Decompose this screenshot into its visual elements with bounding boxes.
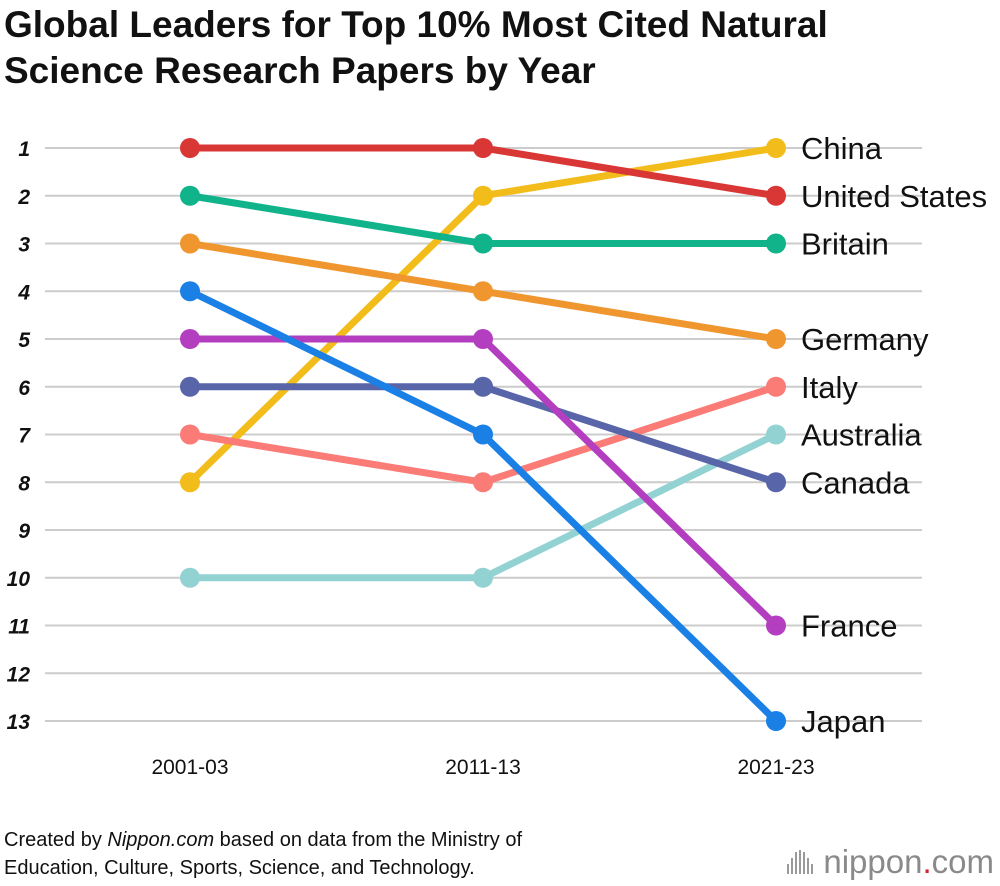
logo-brand: nippon bbox=[823, 843, 923, 880]
series-label-germany: Germany bbox=[801, 322, 929, 357]
data-point-france bbox=[766, 615, 786, 636]
data-point-britain bbox=[473, 233, 493, 254]
data-point-united-states bbox=[473, 138, 493, 158]
chart-title-line-1: Global Leaders for Top 10% Most Cited Na… bbox=[4, 4, 828, 45]
data-point-japan bbox=[180, 281, 200, 302]
data-point-italy bbox=[473, 472, 493, 493]
y-tick-label: 4 bbox=[17, 281, 30, 304]
y-tick-label: 7 bbox=[18, 425, 31, 448]
y-tick-label: 12 bbox=[7, 663, 31, 686]
series-label-japan: Japan bbox=[801, 704, 885, 739]
series-label-france: France bbox=[801, 609, 897, 644]
data-point-germany bbox=[766, 329, 786, 349]
series-label-britain: Britain bbox=[801, 227, 889, 262]
series-line-japan bbox=[186, 287, 780, 725]
chart-title: Global Leaders for Top 10% Most Cited Na… bbox=[4, 2, 994, 94]
y-tick-label: 5 bbox=[18, 329, 30, 352]
source-suffix: based on data from the Ministry of bbox=[214, 829, 523, 851]
series-labels: China United States Britain Germany Italy Aus… bbox=[801, 131, 987, 739]
source-prefix: Created by bbox=[4, 829, 108, 851]
data-point-china bbox=[766, 138, 786, 158]
y-tick-label: 9 bbox=[18, 520, 30, 543]
data-point-germany bbox=[473, 281, 493, 302]
nippon-logo: nippon. com bbox=[787, 843, 994, 881]
y-tick-label: 1 bbox=[18, 138, 30, 161]
logo-tld: com bbox=[931, 843, 994, 880]
chart-title-line-2: Science Research Papers by Year bbox=[4, 50, 596, 91]
series-label-canada: Canada bbox=[801, 465, 910, 500]
y-tick-label: 6 bbox=[18, 377, 30, 400]
y-tick-label: 13 bbox=[7, 711, 31, 734]
series-label-china: China bbox=[801, 131, 883, 166]
data-point-japan bbox=[473, 424, 493, 445]
y-tick-label: 10 bbox=[7, 568, 31, 591]
data-point-canada bbox=[180, 376, 200, 397]
data-point-france bbox=[473, 329, 493, 349]
y-tick-label: 2 bbox=[17, 186, 30, 209]
source-note: Created by Nippon.com based on data from… bbox=[4, 826, 522, 882]
data-point-united-states bbox=[180, 138, 200, 158]
data-point-italy bbox=[766, 376, 786, 397]
series-label-united-states: United States bbox=[801, 179, 987, 214]
data-point-australia bbox=[180, 567, 200, 588]
data-point-britain bbox=[180, 185, 200, 206]
data-point-japan bbox=[766, 711, 786, 731]
y-tick-label: 8 bbox=[18, 472, 30, 495]
data-point-australia bbox=[766, 424, 786, 445]
data-point-britain bbox=[766, 233, 786, 254]
data-point-france bbox=[180, 329, 200, 349]
data-point-united-states bbox=[766, 185, 786, 206]
x-axis-tick-labels: 2001-03 2011-13 2021-23 bbox=[151, 756, 814, 779]
data-point-canada bbox=[766, 472, 786, 493]
data-point-italy bbox=[180, 424, 200, 445]
data-point-germany bbox=[180, 233, 200, 254]
x-tick-label: 2001-03 bbox=[151, 756, 228, 779]
x-tick-label: 2021-23 bbox=[737, 756, 814, 779]
data-point-china bbox=[180, 472, 200, 493]
y-tick-label: 11 bbox=[8, 616, 30, 639]
data-point-australia bbox=[473, 567, 493, 588]
series-points bbox=[180, 138, 786, 731]
series-label-australia: Australia bbox=[801, 418, 922, 453]
data-point-canada bbox=[473, 376, 493, 397]
logo-dot: . bbox=[922, 843, 932, 880]
data-point-china bbox=[473, 185, 493, 206]
source-note-line-1: Created by Nippon.com based on data from… bbox=[4, 826, 522, 854]
source-note-line-2: Education, Culture, Sports, Science, and… bbox=[4, 857, 475, 879]
source-site: Nippon.com bbox=[107, 829, 215, 851]
x-tick-label: 2011-13 bbox=[445, 756, 521, 779]
y-tick-label: 3 bbox=[18, 234, 30, 257]
series-label-italy: Italy bbox=[801, 370, 858, 405]
logo-bars-icon bbox=[787, 850, 815, 874]
